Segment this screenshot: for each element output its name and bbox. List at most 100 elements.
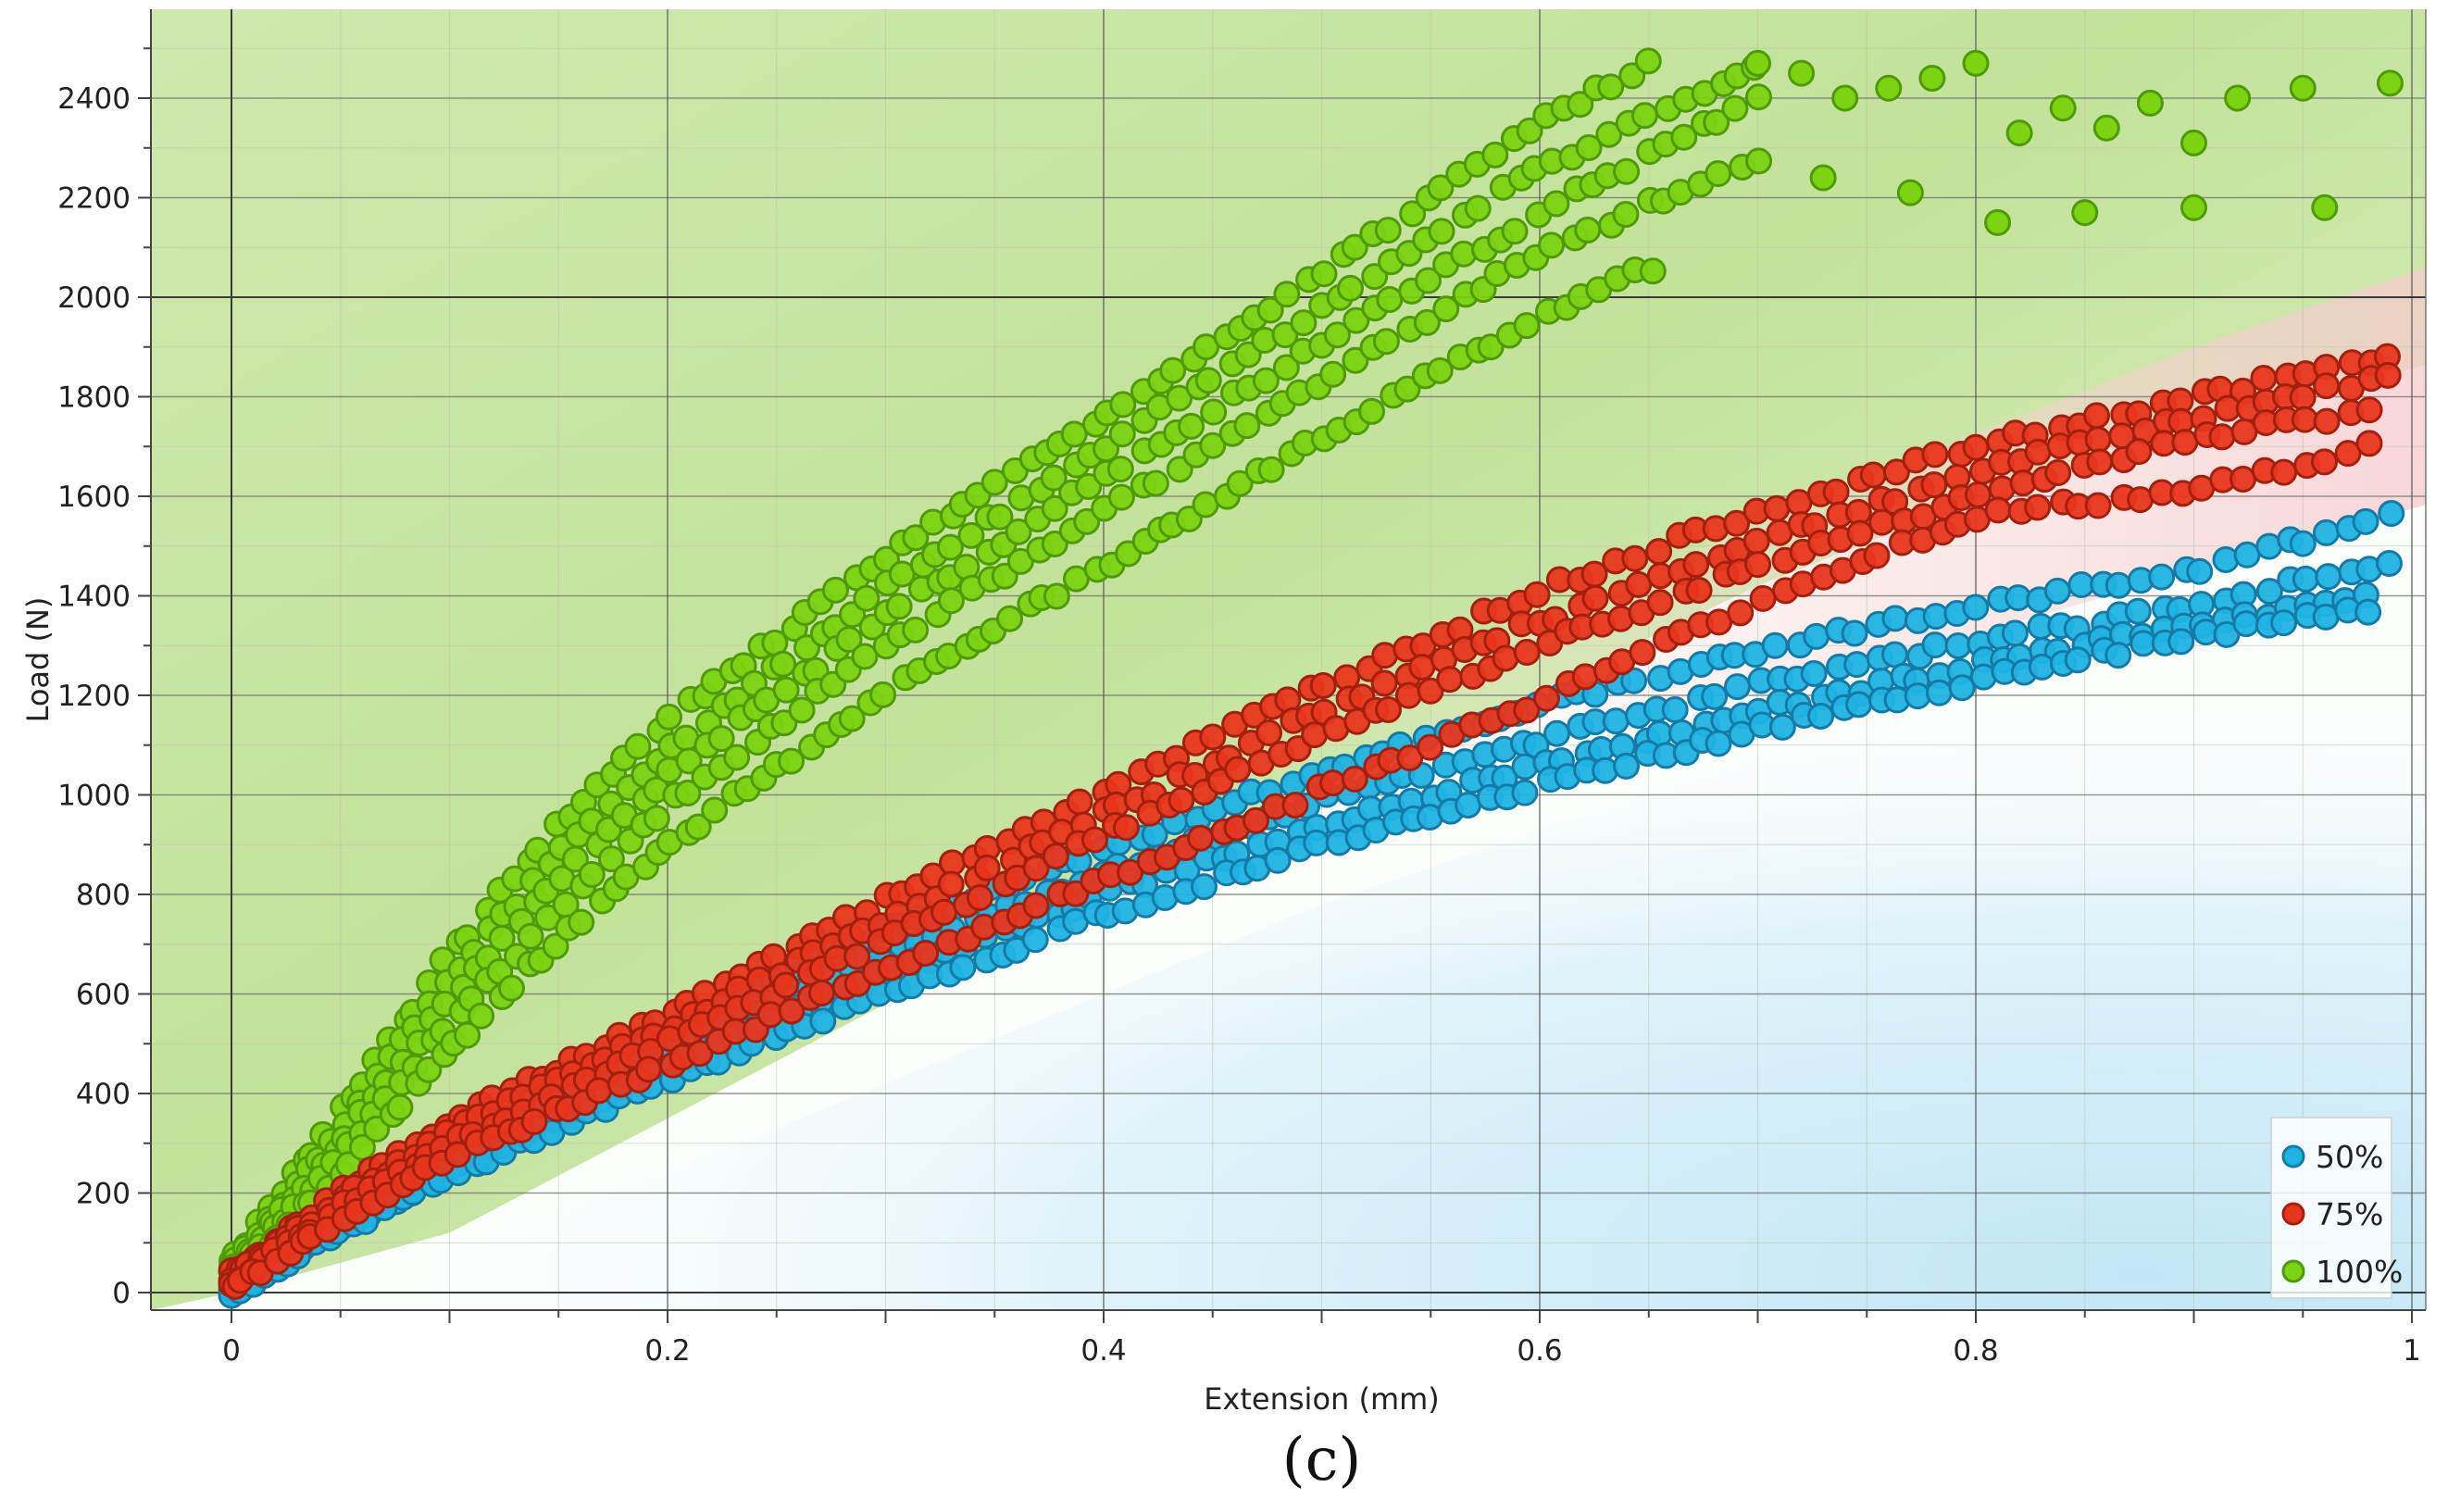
- point-75pct: [2082, 402, 2110, 430]
- point-50pct: [2312, 519, 2340, 546]
- point-100pct: [1073, 507, 1101, 535]
- point-75pct: [1022, 892, 1050, 919]
- point-50pct: [1602, 707, 1630, 735]
- point-100pct: [386, 1093, 414, 1121]
- point-100pct: [1477, 333, 1505, 361]
- point-100pct: [1342, 346, 1369, 374]
- point-100pct: [937, 587, 965, 615]
- legend-marker-75: [2281, 1202, 2305, 1226]
- point-100pct: [1358, 397, 1386, 425]
- point-100pct: [415, 1056, 443, 1083]
- point-75pct: [1255, 719, 1283, 747]
- point-75pct: [966, 883, 993, 911]
- x-tick-label: 0: [222, 1334, 241, 1368]
- y-tick-label: 1200: [57, 680, 131, 713]
- point-50pct: [1543, 719, 1571, 747]
- point-50pct: [1768, 713, 1796, 741]
- point-100pct: [1310, 260, 1338, 288]
- point-50pct: [2043, 577, 2071, 605]
- point-100pct: [769, 650, 797, 678]
- point-75pct: [843, 943, 871, 970]
- point-100pct: [1233, 412, 1261, 440]
- point-75pct: [1112, 814, 1140, 842]
- point-75pct: [1868, 508, 1896, 536]
- point-100pct: [674, 779, 702, 806]
- point-50pct: [1191, 873, 1218, 901]
- point-50pct: [2064, 646, 2092, 674]
- point-100pct: [517, 922, 544, 950]
- point-75pct: [1281, 792, 1309, 819]
- point-50pct: [1944, 631, 1972, 659]
- point-100pct: [980, 469, 1008, 496]
- point-100pct: [1574, 216, 1602, 244]
- point-50pct: [2270, 609, 2298, 637]
- point-100pct: [1041, 531, 1068, 558]
- point-75pct: [1629, 639, 1656, 667]
- point-75pct: [2171, 429, 2199, 456]
- point-75pct: [1921, 441, 1949, 469]
- tick-labels: 0 0.2 0.4 0.6 0.8 1 0 200 400 600 800 1000 1200 1400 1…: [57, 82, 2421, 1368]
- point-50pct: [1803, 622, 1830, 650]
- point-100pct: [1142, 469, 1169, 497]
- point-100pct: [1481, 141, 1509, 169]
- point-75pct: [1022, 855, 1050, 882]
- point-100pct: [597, 845, 625, 873]
- point-100pct: [707, 725, 735, 753]
- point-75pct: [1417, 677, 1444, 705]
- point-75pct: [2086, 448, 2114, 476]
- point-50pct: [2375, 550, 2403, 578]
- point-75pct: [634, 1056, 662, 1083]
- point-100pct-tail: [2092, 114, 2120, 142]
- point-100pct: [1744, 83, 1772, 111]
- point-100pct: [454, 1021, 481, 1049]
- point-50pct: [2001, 619, 2029, 647]
- point-75pct: [2125, 438, 2153, 466]
- legend-marker-50: [2281, 1144, 2305, 1168]
- point-50pct: [2167, 628, 2195, 656]
- point-100pct: [1106, 456, 1134, 483]
- point-100pct: [853, 584, 881, 612]
- point-100pct: [1226, 469, 1254, 497]
- point-75pct: [1763, 494, 1791, 522]
- point-100pct-tail: [2180, 194, 2207, 221]
- point-50pct: [809, 1007, 837, 1035]
- point-100pct: [1343, 306, 1370, 334]
- point-50pct: [2105, 571, 2132, 599]
- point-100pct: [1361, 263, 1389, 291]
- point-100pct: [643, 805, 670, 832]
- point-100pct-tail: [2049, 94, 2077, 122]
- point-75pct: [1621, 544, 1649, 572]
- point-75pct: [1920, 471, 1948, 499]
- point-100pct: [1393, 375, 1421, 403]
- point-100pct: [885, 593, 913, 620]
- point-100pct: [1721, 94, 1749, 122]
- point-75pct: [1080, 826, 1108, 854]
- point-75pct: [2044, 458, 2072, 486]
- point-50pct: [2292, 565, 2319, 593]
- point-100pct: [497, 974, 525, 1002]
- point-100pct: [1426, 356, 1454, 384]
- point-100pct: [488, 924, 516, 952]
- point-75pct: [2289, 383, 2317, 411]
- point-100pct: [1639, 257, 1667, 285]
- point-50pct: [1921, 631, 1949, 659]
- point-100pct: [838, 705, 866, 732]
- point-50pct: [1701, 682, 1729, 710]
- point-100pct: [1432, 295, 1460, 323]
- point-50pct: [1881, 605, 1909, 632]
- y-tick-label: 2200: [57, 182, 131, 216]
- point-75pct: [937, 870, 965, 898]
- point-100pct: [1200, 398, 1228, 426]
- point-75pct: [2084, 492, 2112, 519]
- point-75pct: [1523, 581, 1551, 608]
- point-100pct: [675, 747, 703, 775]
- y-tick-label: 400: [76, 1078, 131, 1111]
- point-100pct: [1107, 483, 1135, 511]
- point-75pct: [1964, 481, 1992, 508]
- point-100pct: [1613, 157, 1641, 185]
- legend-marker-100: [2281, 1259, 2305, 1283]
- point-100pct-tail: [2289, 74, 2317, 102]
- point-75pct: [1723, 509, 1751, 537]
- point-75pct: [1513, 639, 1541, 667]
- point-50pct: [2378, 499, 2405, 527]
